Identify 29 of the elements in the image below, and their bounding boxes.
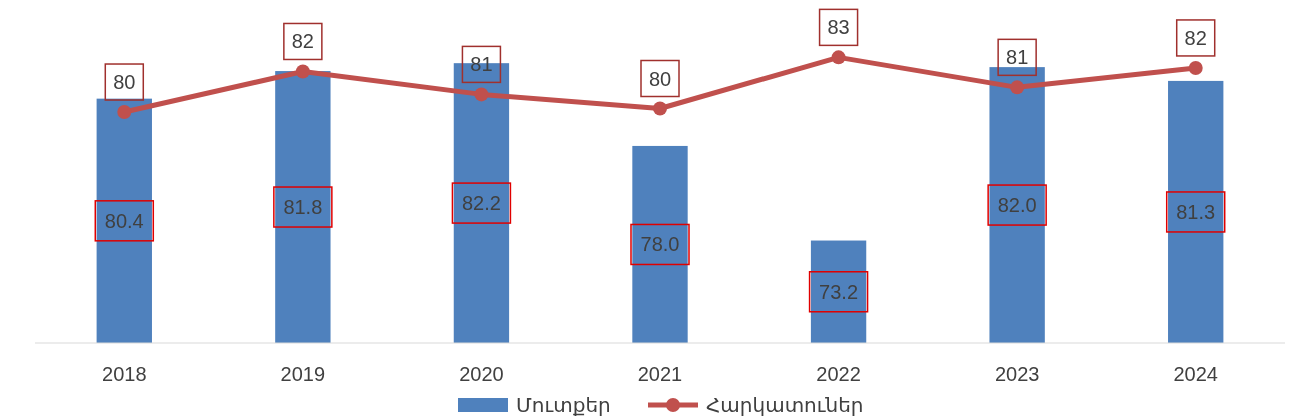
data-label: 81 xyxy=(1006,46,1029,69)
x-tick-label: 2018 xyxy=(102,363,147,385)
data-label: 73.2 xyxy=(819,280,859,303)
point xyxy=(474,87,489,102)
point xyxy=(831,50,846,65)
point xyxy=(295,64,310,79)
x-tick-label: 2020 xyxy=(459,363,504,385)
data-label: 80 xyxy=(113,71,136,94)
data-label: 78.0 xyxy=(640,233,680,256)
legend-label: Մուտքեր xyxy=(516,393,611,417)
x-tick-label: 2024 xyxy=(1173,363,1218,385)
data-label: 82.2 xyxy=(461,192,501,215)
point xyxy=(1010,80,1025,95)
data-label: 81.3 xyxy=(1176,200,1216,223)
data-label: 80.4 xyxy=(104,209,144,232)
data-label: 82 xyxy=(291,30,314,53)
data-label: 80 xyxy=(648,67,672,90)
point xyxy=(1188,60,1203,75)
x-tick-label: 2021 xyxy=(637,363,683,385)
data-label: 81.8 xyxy=(283,196,323,219)
x-tick-label: 2023 xyxy=(994,363,1040,385)
point xyxy=(653,101,667,116)
data-label: 82 xyxy=(1184,26,1207,49)
x-tick-label: 2022 xyxy=(816,363,861,385)
data-label: 83 xyxy=(827,16,850,39)
point xyxy=(117,105,132,120)
x-tick-label: 2019 xyxy=(280,363,326,385)
data-label: 82.0 xyxy=(997,194,1037,217)
legend-label: Հարկատուներ xyxy=(706,393,864,417)
